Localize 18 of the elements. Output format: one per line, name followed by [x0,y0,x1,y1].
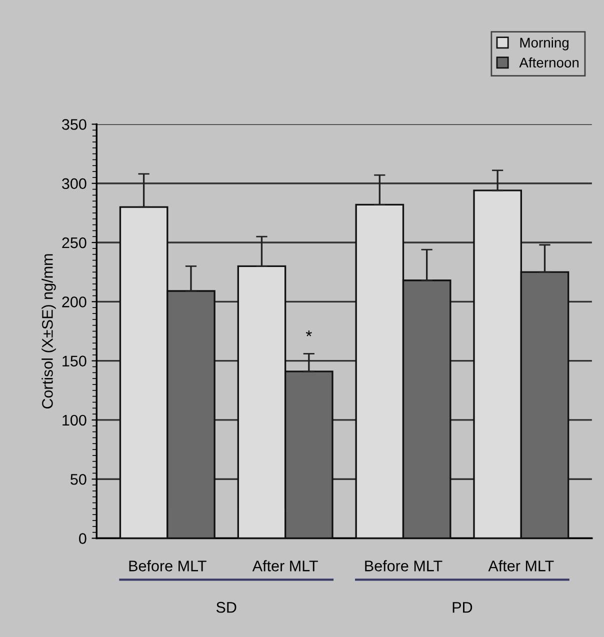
text: PD [452,602,472,613]
y-tick-label: 0 [79,533,86,544]
y-tick-label: 350 [62,119,86,130]
y-axis-title: Cortisol (X±SE) ng/mm [42,254,56,409]
x-tick-label: Before MLT [365,560,442,572]
x-tick-label: After MLT [488,560,554,572]
y-tick-label: 200 [62,296,86,308]
text: SD [216,602,236,613]
y-tick-label: 100 [62,414,86,426]
y-tick-label: 250 [62,237,86,248]
y-tick-label: 300 [62,178,86,190]
x-tick-label: Before MLT [129,560,206,572]
x-tick-label: After MLT [252,560,318,572]
data-label: * [306,330,312,336]
y-tick-label: 150 [62,356,86,366]
y-tick-label: 50 [70,474,86,485]
legend-label: Morning [520,37,568,50]
legend-label: Afternoon [519,57,579,68]
